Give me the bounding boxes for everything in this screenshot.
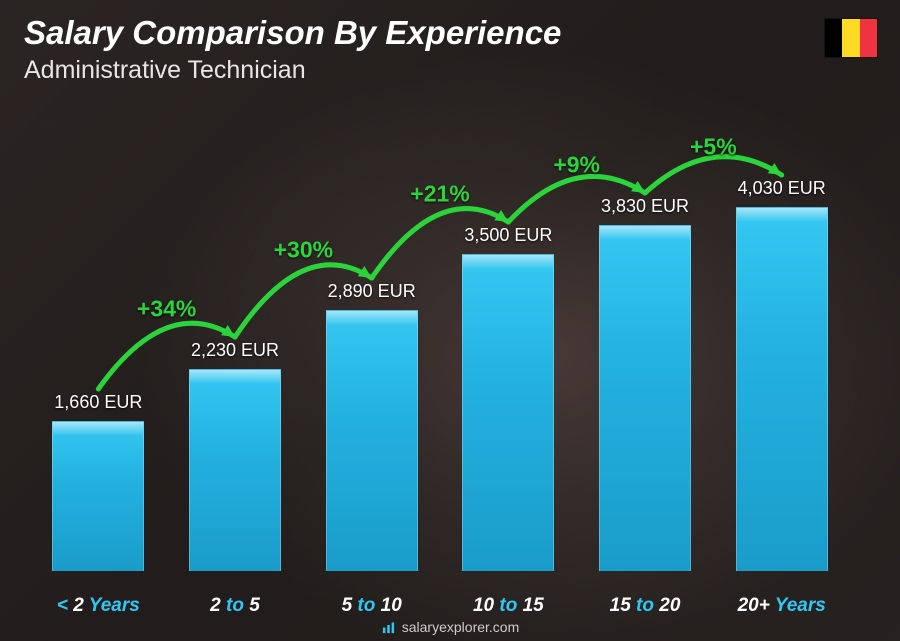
country-flag — [824, 18, 878, 58]
chart-subtitle: Administrative Technician — [24, 56, 306, 85]
bar-value-label: 3,500 EUR — [464, 225, 552, 246]
bar — [736, 207, 828, 571]
flag-stripe — [842, 19, 859, 57]
x-axis-label: 10 to 15 — [440, 595, 577, 617]
flag-stripe — [860, 19, 877, 57]
bar-wrap: 2,890 EUR — [303, 110, 440, 571]
bar-value-label: 1,660 EUR — [54, 392, 142, 413]
bar — [599, 225, 691, 571]
footer: salaryexplorer.com — [0, 619, 900, 635]
bar-value-label: 3,830 EUR — [601, 196, 689, 217]
x-axis-label: 2 to 5 — [167, 595, 304, 617]
bar-wrap: 3,500 EUR — [440, 110, 577, 571]
bar-chart: 1,660 EUR 2,230 EUR 2,890 EUR 3,500 EUR 3,83… — [30, 110, 850, 571]
bar-wrap: 2,230 EUR — [167, 110, 304, 571]
bar-wrap: 3,830 EUR — [577, 110, 714, 571]
bar — [326, 310, 418, 571]
bar — [189, 369, 281, 571]
x-axis-label: 15 to 20 — [577, 595, 714, 617]
bar — [462, 254, 554, 571]
logo-icon — [381, 620, 396, 635]
x-axis-label: 20+ Years — [713, 595, 850, 617]
x-axis: < 2 Years2 to 55 to 1010 to 1515 to 2020… — [30, 595, 850, 617]
chart-title: Salary Comparison By Experience — [24, 14, 561, 52]
bar-wrap: 1,660 EUR — [30, 110, 167, 571]
x-axis-label: < 2 Years — [30, 595, 167, 617]
bar — [52, 421, 144, 571]
flag-stripe — [825, 19, 842, 57]
bar-value-label: 2,230 EUR — [191, 340, 279, 361]
bar-value-label: 2,890 EUR — [328, 281, 416, 302]
footer-text: salaryexplorer.com — [402, 619, 520, 635]
bar-value-label: 4,030 EUR — [738, 178, 826, 199]
bar-wrap: 4,030 EUR — [713, 110, 850, 571]
x-axis-label: 5 to 10 — [303, 595, 440, 617]
